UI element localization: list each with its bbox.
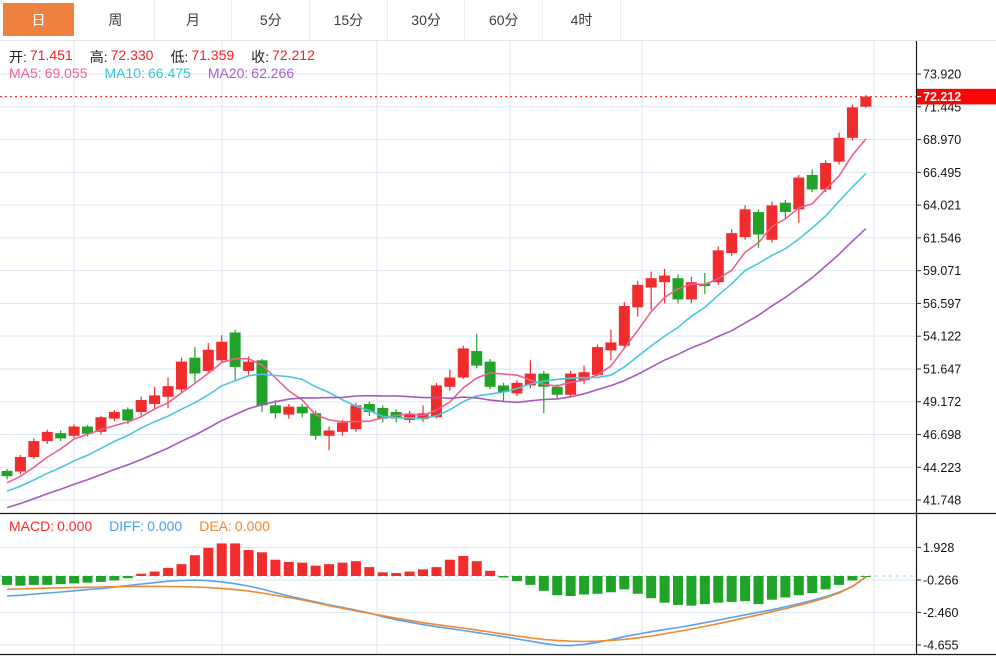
open-value: 71.451	[29, 47, 73, 63]
axis-tick-label: 51.647	[923, 362, 961, 376]
macd-readout: MACD: 0.000	[9, 518, 92, 534]
ma5-readout: MA5: 69.055	[9, 65, 88, 81]
diff-label: DIFF:	[109, 518, 145, 534]
ma20-line	[6, 228, 867, 509]
tab-5min[interactable]: 5分	[232, 0, 311, 40]
tab-week[interactable]: 周	[77, 0, 155, 40]
tab-4hour[interactable]: 4时	[543, 0, 621, 40]
ma10-line	[6, 172, 867, 492]
tab-30min[interactable]: 30分	[388, 0, 466, 40]
low-readout: 低: 71.359	[170, 47, 234, 67]
dea-readout: DEA: 0.000	[199, 518, 270, 534]
candles-layer	[1, 95, 872, 480]
low-label: 低:	[170, 49, 189, 65]
axis-layer: 73.92071.44568.97066.49564.02161.54659.0…	[0, 41, 996, 656]
ma10-readout: MA10: 66.475	[105, 65, 191, 81]
axis-tick-label: 44.223	[923, 461, 961, 475]
axis-tick-label: 54.122	[923, 330, 961, 344]
axis-tick-label: 49.172	[923, 395, 961, 409]
axis-tick-label: 73.920	[923, 68, 961, 82]
axis-tick-label: 61.546	[923, 231, 961, 245]
ma5-value: 69.055	[44, 65, 88, 81]
ohlc-info-row: 开: 71.451 高: 72.330 低: 71.359 收: 72.212	[9, 47, 315, 67]
tab-60min[interactable]: 60分	[465, 0, 544, 40]
low-value: 71.359	[191, 47, 235, 63]
high-label: 高:	[89, 49, 108, 65]
tab-15min[interactable]: 15分	[310, 0, 388, 40]
dea-label: DEA:	[199, 518, 232, 534]
axis-tick-label: 64.021	[923, 199, 961, 213]
close-readout: 收: 72.212	[251, 47, 315, 67]
grid-layer	[0, 41, 916, 655]
current-price-tag	[917, 88, 996, 105]
macd-value: 0.000	[57, 518, 93, 534]
ma-info-row: MA5: 69.055 MA10: 66.475 MA20: 62.266	[9, 65, 294, 81]
axis-tick-label: 68.970	[923, 133, 961, 147]
axis-tick-label: 1.928	[923, 541, 954, 555]
macd-label: MACD:	[9, 518, 55, 534]
dea-value: 0.000	[234, 518, 270, 534]
high-readout: 高: 72.330	[90, 47, 154, 67]
diff-readout: DIFF: 0.000	[109, 518, 182, 534]
axis-tick-label: 56.597	[923, 297, 961, 311]
axis-tick-label: 41.748	[923, 494, 961, 508]
axis-tick-label: -4.655	[923, 638, 958, 652]
ma5-label: MA5:	[9, 65, 42, 81]
timeframe-tabbar: 日周月 5分 15分 30分 60分 4时	[0, 0, 996, 41]
ma10-label: MA10:	[104, 65, 145, 81]
close-value: 72.212	[272, 47, 315, 63]
open-readout: 开: 71.451	[9, 47, 73, 67]
ma10-value: 66.475	[147, 65, 191, 81]
macd-info-row: MACD: 0.000 DIFF: 0.000 DEA: 0.000	[9, 518, 270, 534]
ma20-readout: MA20: 62.266	[208, 65, 294, 81]
axis-tick-label: -2.460	[923, 606, 958, 620]
diff-line	[6, 576, 867, 647]
ma20-label: MA20:	[207, 65, 249, 81]
ma5-line	[6, 138, 867, 484]
axis-tick-label: 59.071	[923, 264, 961, 278]
macd-layer	[0, 543, 916, 647]
axis-tick-label: 46.698	[923, 428, 961, 442]
close-label: 收:	[251, 49, 270, 65]
high-value: 72.330	[110, 47, 154, 63]
axis-tick-label: 66.495	[923, 166, 961, 180]
axis-tick-label: -0.266	[923, 573, 958, 587]
open-label: 开:	[9, 49, 27, 65]
tab-month[interactable]: 月	[155, 0, 233, 40]
tab-day[interactable]: 日	[3, 3, 74, 36]
diff-value: 0.000	[147, 518, 183, 534]
ma20-value: 62.266	[251, 65, 295, 81]
ma-lines-layer	[0, 95, 916, 509]
dea-line	[6, 576, 867, 643]
current-price-tag-label: 72.212	[923, 90, 961, 104]
